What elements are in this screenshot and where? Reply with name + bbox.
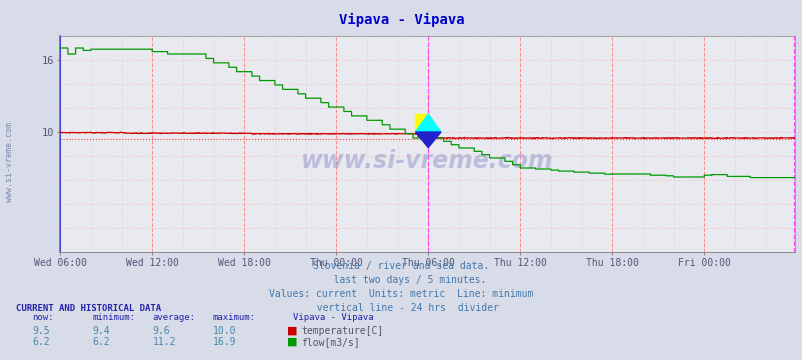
Text: 6.2: 6.2 xyxy=(92,337,110,347)
Text: www.si-vreme.com: www.si-vreme.com xyxy=(301,149,553,173)
Text: Slovenia / river and sea data.
   last two days / 5 minutes.
Values: current  Un: Slovenia / river and sea data. last two … xyxy=(269,261,533,313)
Text: 9.4: 9.4 xyxy=(92,326,110,336)
Text: temperature[C]: temperature[C] xyxy=(301,326,383,336)
Text: 16.9: 16.9 xyxy=(213,337,236,347)
Text: maximum:: maximum: xyxy=(213,313,256,322)
Text: CURRENT AND HISTORICAL DATA: CURRENT AND HISTORICAL DATA xyxy=(16,304,161,313)
Text: 6.2: 6.2 xyxy=(32,337,50,347)
Text: now:: now: xyxy=(32,313,54,322)
Text: ■: ■ xyxy=(287,326,298,336)
Text: www.si-vreme.com: www.si-vreme.com xyxy=(5,122,14,202)
Text: Vipava - Vipava: Vipava - Vipava xyxy=(338,13,464,27)
Text: Vipava - Vipava: Vipava - Vipava xyxy=(293,313,373,322)
Polygon shape xyxy=(415,114,440,132)
Text: 9.5: 9.5 xyxy=(32,326,50,336)
Text: 9.6: 9.6 xyxy=(152,326,170,336)
Text: ■: ■ xyxy=(287,337,298,347)
Polygon shape xyxy=(415,114,427,132)
Text: 10.0: 10.0 xyxy=(213,326,236,336)
Polygon shape xyxy=(415,132,440,148)
Text: average:: average: xyxy=(152,313,196,322)
Text: minimum:: minimum: xyxy=(92,313,136,322)
Text: 11.2: 11.2 xyxy=(152,337,176,347)
Text: flow[m3/s]: flow[m3/s] xyxy=(301,337,359,347)
